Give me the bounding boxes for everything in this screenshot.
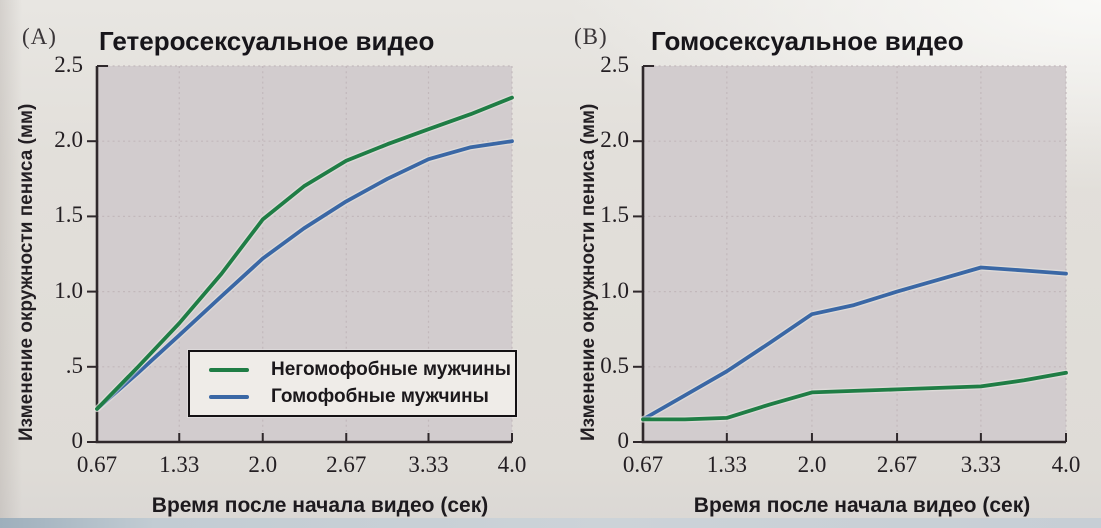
y-tick-label-b: 2.0 — [600, 127, 629, 153]
chart-title-b: Гомосексуальное видео — [651, 26, 964, 56]
panel-label-b: (B) — [574, 24, 608, 49]
x-tick-label-b: 2.67 — [876, 452, 918, 477]
y-tick-label-b: 0 — [617, 428, 630, 453]
x-tick-label-b: 4.0 — [1051, 452, 1081, 477]
chart-b — [633, 65, 1070, 444]
y-tick-label-a: 1.5 — [54, 202, 83, 228]
photo-bottom-edge — [0, 518, 1101, 528]
legend: Негомофобные мужчины Гомофобные мужчины — [188, 350, 517, 417]
y-tick-label-a: 2.5 — [54, 52, 83, 77]
gridlines-b — [643, 65, 1067, 442]
panel-label-a: (A) — [22, 24, 57, 49]
y-tick-label-a: 0 — [71, 428, 84, 453]
tick-marks-a — [87, 65, 513, 443]
x-tick-label-a: 3.33 — [408, 452, 449, 477]
x-tick-label-a: 2.67 — [326, 452, 367, 477]
legend-label-nonhomophobic-men: Негомофобные мужчины — [271, 359, 511, 380]
y-tick-label-b: 0.5 — [600, 352, 629, 378]
legend-item-nonhomophobic-men: Негомофобные мужчины — [209, 359, 515, 381]
series-line-homophobic-b — [641, 265, 1068, 422]
x-axis-title-a: Время после начала видео (сек) — [151, 494, 489, 517]
series-line-nonhomophobic-a — [95, 95, 514, 411]
x-tick-label-a: 1.33 — [159, 452, 200, 477]
legend-line-green — [209, 368, 249, 372]
y-tick-label-a: 1.0 — [54, 277, 83, 303]
legend-label-homophobic-men: Гомофобные мужчины — [271, 386, 489, 407]
series-line-nonhomophobic-b — [641, 370, 1068, 422]
y-tick-label-a: .5 — [65, 352, 83, 378]
x-tick-label-a: 4.0 — [497, 452, 527, 477]
x-tick-label-a: 2.0 — [248, 452, 278, 477]
series-line-homophobic-a — [95, 139, 514, 411]
x-tick-label-b: 0.67 — [622, 452, 664, 477]
x-tick-label-b: 1.33 — [706, 452, 747, 477]
x-tick-label-a: 0.67 — [76, 452, 118, 477]
y-tick-label-a: 2.0 — [54, 127, 83, 153]
tick-marks-b — [633, 65, 1067, 443]
x-tick-label-b: 3.33 — [960, 452, 1002, 477]
x-axis-title-b: Время после начала видео (сек) — [693, 494, 1031, 517]
legend-line-blue — [209, 395, 249, 399]
x-tick-label-b: 2.0 — [797, 452, 827, 477]
legend-item-homophobic-men: Гомофобные мужчины — [209, 386, 515, 408]
y-tick-label-b: 1.0 — [600, 277, 629, 303]
y-tick-label-b: 1.5 — [600, 202, 629, 228]
chart-title-a: Гетеросексуальное видео — [99, 26, 435, 56]
y-tick-label-b: 2.5 — [600, 52, 629, 77]
